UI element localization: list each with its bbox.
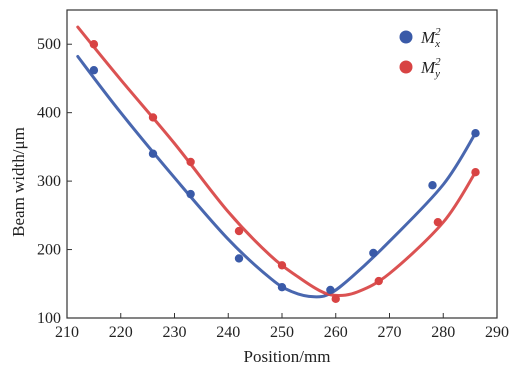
data-point-y (234, 226, 244, 236)
data-point-y (277, 261, 287, 270)
y-tick-label: 400 (37, 105, 61, 122)
fit-curve-x (76, 55, 477, 299)
x-tick-label: 240 (216, 324, 240, 341)
x-axis-label: Position/mm (244, 347, 331, 366)
data-point-y (89, 40, 99, 49)
x-tick-label: 250 (270, 324, 294, 341)
data-point-x (428, 181, 437, 190)
legend-label-y: My2 (420, 56, 441, 80)
data-point-x (471, 129, 480, 138)
y-axis-ticks: 100 200 300 400 500 (37, 36, 72, 327)
legend-label-x: Mx2 (420, 26, 441, 50)
data-point-x (89, 66, 99, 75)
data-point-x (234, 254, 244, 263)
data-point-x (186, 189, 195, 199)
data-points (89, 40, 480, 304)
x-tick-label: 260 (324, 324, 348, 341)
data-point-x (148, 149, 158, 158)
data-point-x (369, 248, 378, 258)
y-tick-label: 200 (37, 242, 61, 259)
x-tick-label: 220 (109, 324, 133, 341)
y-tick-label: 100 (37, 310, 61, 327)
data-point-x (277, 283, 287, 292)
legend-symbol: M (420, 58, 436, 77)
x-tick-label: 210 (55, 324, 79, 341)
x-tick-label: 290 (485, 324, 509, 341)
data-point-y (374, 276, 383, 286)
plot-frame (66, 9, 498, 319)
fit-curves (76, 25, 477, 299)
data-point-y (433, 217, 443, 227)
data-point-y (471, 168, 480, 177)
data-point-y (331, 294, 340, 304)
legend-symbol: M (420, 28, 436, 47)
y-tick-label: 500 (37, 36, 61, 53)
data-point-y (186, 157, 195, 167)
legend-marker-x (399, 30, 413, 44)
fit-curve-y (76, 25, 477, 297)
x-tick-label: 270 (378, 324, 402, 341)
legend-superscript: 2 (435, 56, 441, 68)
y-axis-label: Beam width/μm (9, 127, 28, 237)
data-point-y (148, 113, 158, 122)
legend-marker-y (399, 60, 413, 74)
legend-subscript: x (434, 38, 440, 50)
legend-subscript: y (434, 68, 440, 80)
data-point-x (326, 285, 335, 295)
plot-border (66, 9, 498, 319)
y-tick-label: 300 (37, 173, 61, 190)
x-tick-label: 280 (431, 324, 455, 341)
legend-superscript: 2 (435, 26, 441, 38)
x-tick-label: 230 (163, 324, 187, 341)
x-axis-ticks: 210 220 230 240 250 260 270 280 290 (55, 313, 509, 341)
